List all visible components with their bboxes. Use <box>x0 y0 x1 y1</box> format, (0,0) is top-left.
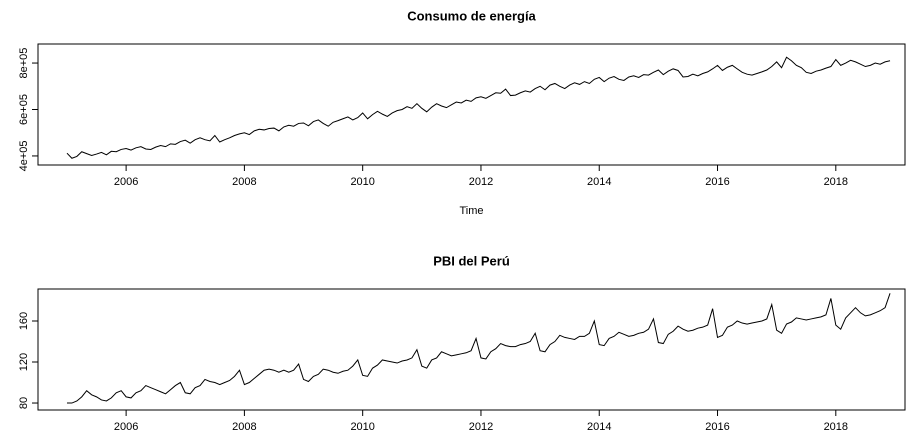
x-tick-label: 2010 <box>350 176 374 188</box>
x-tick-label: 2018 <box>824 421 848 433</box>
y-tick-label: 160 <box>18 312 30 330</box>
x-tick-label: 2012 <box>469 421 493 433</box>
y-tick-label: 80 <box>18 397 30 409</box>
series-line <box>66 293 891 404</box>
x-tick-label: 2008 <box>232 421 256 433</box>
y-tick-label: 4e+05 <box>18 140 30 171</box>
y-tick-label: 8e+05 <box>18 48 30 79</box>
x-tick-label: 2016 <box>705 176 729 188</box>
x-tick-label: 2014 <box>587 421 611 433</box>
plot-frame <box>37 43 906 166</box>
chart-title: Consumo de energía <box>407 8 536 23</box>
x-tick-label: 2006 <box>114 176 138 188</box>
x-tick-label: 2006 <box>114 421 138 433</box>
x-tick-label: 2016 <box>705 421 729 433</box>
x-tick-label: 2018 <box>824 176 848 188</box>
x-axis-label: Time <box>459 205 483 217</box>
series-line <box>66 56 891 159</box>
chart-title: PBI del Perú <box>433 253 510 268</box>
x-tick-label: 2010 <box>350 421 374 433</box>
plot-frame <box>37 288 906 411</box>
x-tick-label: 2008 <box>232 176 256 188</box>
x-tick-label: 2012 <box>469 176 493 188</box>
y-tick-label: 6e+05 <box>18 94 30 125</box>
y-tick-label: 120 <box>18 353 30 371</box>
x-tick-label: 2014 <box>587 176 611 188</box>
